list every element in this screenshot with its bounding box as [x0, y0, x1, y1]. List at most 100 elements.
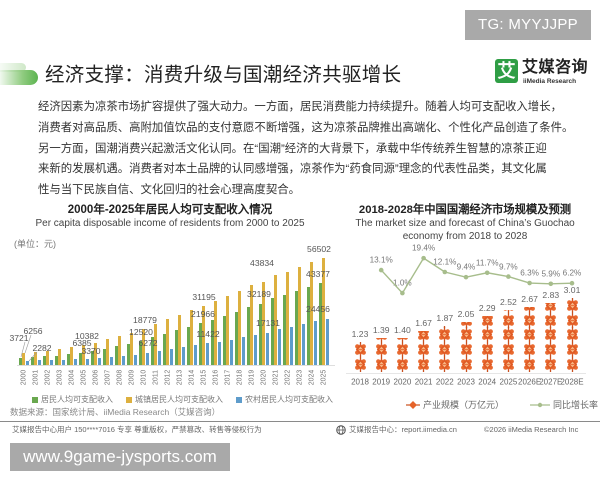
data-label: 2282 — [32, 343, 52, 353]
chinese-knot-icon — [417, 331, 430, 343]
bar — [118, 335, 122, 365]
chinese-knot-icon — [502, 356, 515, 372]
x-axis-year-label: 2019 — [372, 377, 391, 387]
data-label: 6272 — [138, 338, 158, 348]
bar — [190, 310, 194, 365]
knot-bar — [566, 298, 579, 372]
knot-bar — [417, 331, 430, 372]
bar-value-label: 1.39 — [372, 324, 390, 335]
knot-bar — [375, 337, 388, 372]
bar — [142, 329, 146, 365]
chinese-knot-icon — [502, 342, 515, 358]
bar — [265, 332, 269, 365]
bar — [127, 344, 130, 365]
bar — [97, 357, 101, 365]
growth-rate-label: 12.1% — [433, 257, 457, 267]
legend-label: 农村居民人均可支配收入 — [245, 395, 333, 404]
chinese-knot-icon — [523, 342, 536, 358]
bar — [238, 290, 242, 365]
chinese-knot-icon — [460, 321, 473, 328]
bar — [322, 258, 326, 365]
footer-site[interactable]: 艾媒报告中心：report.iimedia.cn — [336, 425, 457, 435]
paragraph-line: 另一方面，国潮消费兴起激活文化认同。在“国潮”经济的大背景下，承载中华传统养生智… — [38, 143, 547, 155]
bar — [295, 290, 298, 365]
bar — [289, 326, 293, 365]
chinese-knot-icon — [523, 312, 536, 328]
x-axis-year-label: 2021 — [414, 377, 433, 387]
footer-divider — [0, 421, 600, 422]
line-marker-icon — [530, 402, 551, 407]
bar — [70, 347, 74, 365]
bottom-watermark: www.9game-jysports.com — [10, 443, 230, 471]
legend-label: 同比增长率 — [553, 400, 599, 410]
bar — [22, 353, 26, 365]
income-chart-subtitle: Per capita disposable income of resident… — [35, 218, 305, 229]
bar — [199, 323, 202, 365]
chinese-knot-icon — [354, 342, 367, 358]
bar — [211, 319, 214, 365]
growth-rate-label: 13.1% — [369, 255, 393, 265]
guochao-chart-subtitle-line: economy from 2018 to 2028 — [402, 231, 528, 242]
bar — [202, 305, 206, 365]
bar — [247, 306, 250, 365]
bar — [205, 343, 209, 365]
bar — [61, 359, 65, 365]
bar — [226, 296, 230, 365]
income-chart-baseline — [17, 365, 335, 366]
data-source: 数据来源：国家统计局、iiMedia Research（艾媒咨询） — [10, 407, 221, 417]
chinese-knot-icon — [438, 356, 451, 372]
legend-item-national: 居民人均可支配收入 — [32, 394, 113, 405]
knot-bar — [460, 321, 473, 372]
logo-name: 艾媒咨询 — [522, 59, 589, 76]
x-axis-year-label: 2020 — [393, 377, 412, 387]
footer-copyright: ©2026 iiMedia Research Inc — [484, 425, 579, 434]
bar — [115, 346, 118, 365]
chinese-knot-icon — [544, 302, 557, 313]
legend-label: 城镇居民人均可支配收入 — [135, 395, 223, 404]
bar — [94, 342, 98, 365]
chinese-knot-icon — [417, 342, 430, 358]
bar-value-label: 2.52 — [500, 297, 517, 308]
bar — [91, 351, 94, 365]
bar — [145, 353, 149, 365]
footer-site-link[interactable]: 艾媒报告中心：report.iimedia.cn — [349, 425, 457, 434]
bar — [151, 337, 154, 365]
bar — [193, 345, 197, 365]
bar — [271, 298, 274, 365]
data-label: 6256 — [23, 326, 43, 336]
bar-value-label: 1.67 — [415, 318, 432, 329]
chinese-knot-icon — [566, 312, 579, 328]
legend-swatch-blue — [236, 396, 242, 403]
bar — [241, 337, 245, 365]
knot-bar — [396, 337, 409, 372]
chinese-knot-icon — [481, 342, 494, 358]
bar-value-label: 2.67 — [521, 293, 538, 304]
bar — [301, 323, 305, 365]
logo-name-en: iiMedia Research — [523, 78, 577, 85]
data-label: 11422 — [196, 329, 220, 339]
bar — [139, 341, 142, 365]
bar — [178, 314, 182, 365]
bar — [259, 304, 262, 365]
bar — [73, 359, 77, 365]
x-axis-year-label: 2025 — [499, 377, 518, 387]
chinese-knot-icon — [566, 298, 579, 313]
growth-rate-label: 5.9% — [541, 269, 561, 279]
title-accent-bar — [0, 63, 26, 72]
bar-value-label: 2.29 — [478, 302, 496, 313]
bar-value-label: 1.87 — [436, 313, 454, 324]
bar — [34, 352, 38, 365]
bar — [274, 275, 278, 365]
data-label: 24456 — [306, 304, 330, 314]
x-axis-year-label: 2024 — [478, 377, 497, 387]
bar — [253, 334, 257, 365]
chinese-knot-icon — [354, 356, 367, 372]
bar — [157, 351, 161, 365]
data-label: 3370 — [81, 346, 101, 356]
knot-bar — [502, 310, 515, 372]
footer-notice: 艾媒报告中心用户 150****7016 专享 尊重版权，严禁篡改、转售等侵权行… — [12, 425, 262, 434]
x-axis-year-label: 2023 — [457, 377, 475, 387]
guochao-chart-legend: 产业规模（万亿元） 同比增长率 — [406, 398, 600, 411]
bar — [169, 349, 173, 365]
growth-rate-label: 11.7% — [475, 258, 499, 268]
